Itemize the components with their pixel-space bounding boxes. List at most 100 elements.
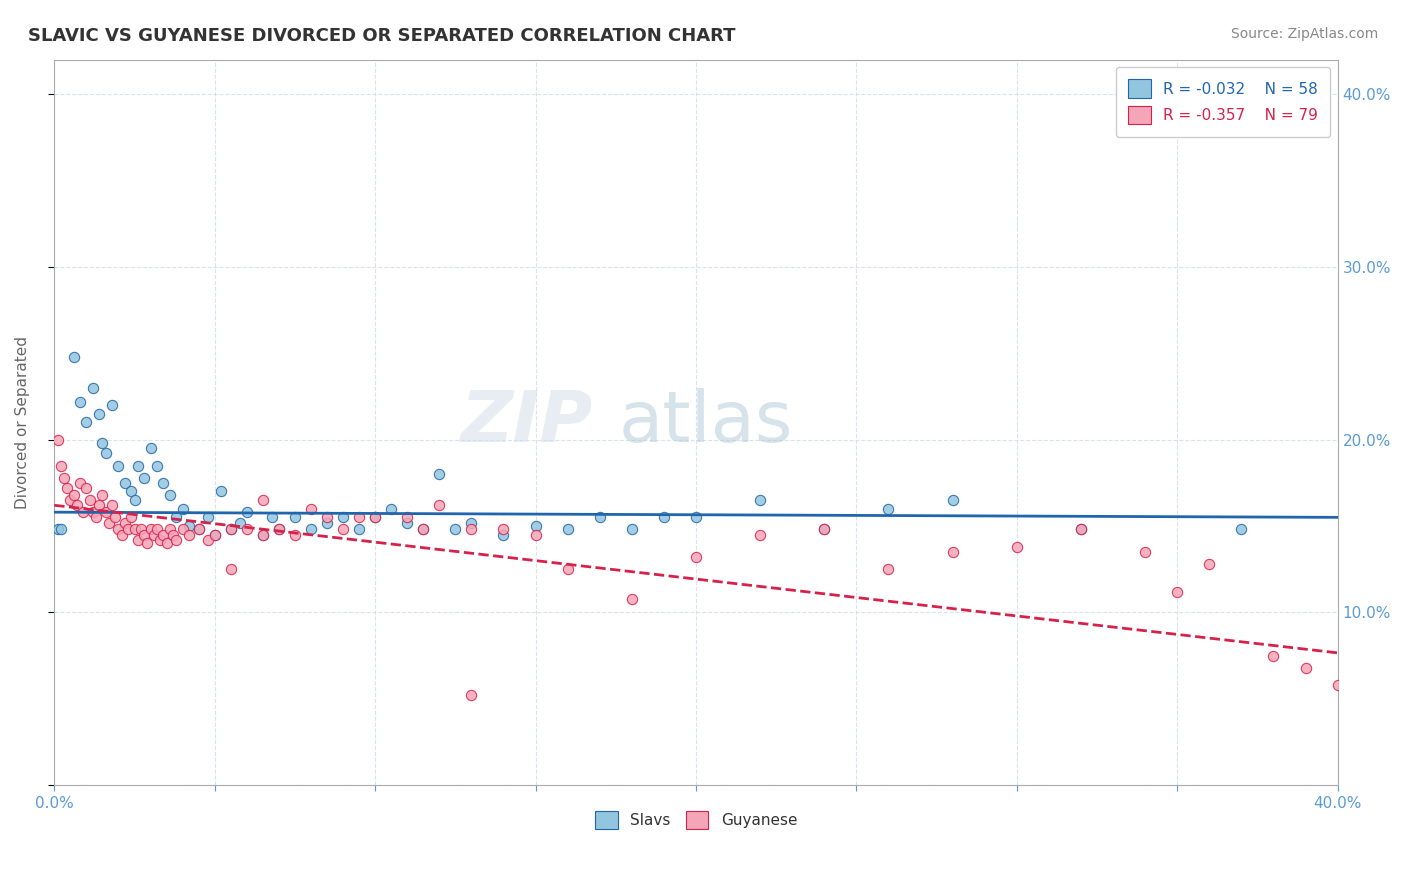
Point [1070,523,1092,537]
Point [187,523,209,537]
Point [91,436,114,450]
Point [66,498,89,512]
Point [134,470,156,484]
Point [104,510,127,524]
Point [1295,660,1317,674]
Point [396,510,419,524]
Point [120,484,142,499]
Point [262,510,284,524]
Point [1166,584,1188,599]
Point [155,536,177,550]
Point [142,527,165,541]
Text: SLAVIC VS GUYANESE DIVORCED OR SEPARATED CORRELATION CHART: SLAVIC VS GUYANESE DIVORCED OR SEPARATED… [28,27,735,45]
Point [267,523,290,537]
Point [1070,523,1092,537]
Point [139,442,162,456]
Point [204,527,226,541]
Point [134,527,156,541]
Point [127,458,149,473]
Point [685,550,707,565]
Point [1133,545,1156,559]
Point [877,562,900,576]
Point [146,458,169,473]
Point [127,533,149,547]
Point [62,488,84,502]
Point [82,505,104,519]
Point [749,493,772,508]
Point [492,527,515,541]
Point [685,510,707,524]
Point [1263,648,1285,663]
Point [524,527,547,541]
Point [69,475,91,490]
Point [1391,695,1406,709]
Point [332,523,354,537]
Point [124,523,146,537]
Point [177,519,200,533]
Point [136,536,159,550]
Legend: Slavs, Guyanese: Slavs, Guyanese [589,805,803,836]
Point [620,591,643,606]
Point [284,527,307,541]
Point [229,516,252,530]
Point [114,516,136,530]
Point [97,516,120,530]
Point [204,527,226,541]
Point [79,493,101,508]
Point [59,493,82,508]
Point [124,493,146,508]
Point [316,516,339,530]
Point [364,510,387,524]
Point [69,394,91,409]
Point [252,527,274,541]
Point [1198,557,1220,571]
Point [172,501,194,516]
Point [380,501,402,516]
Point [107,523,129,537]
Point [877,501,900,516]
Point [332,510,354,524]
Point [117,523,139,537]
Point [101,398,124,412]
Point [252,527,274,541]
Point [364,510,387,524]
Point [114,475,136,490]
Text: atlas: atlas [619,388,793,457]
Point [813,523,835,537]
Point [219,523,242,537]
Point [252,493,274,508]
Point [444,523,467,537]
Point [159,488,181,502]
Point [89,498,111,512]
Text: ZIP: ZIP [461,388,593,457]
Point [52,470,75,484]
Point [101,498,124,512]
Point [139,523,162,537]
Point [152,527,174,541]
Point [146,523,169,537]
Point [316,510,339,524]
Point [82,381,104,395]
Point [1326,678,1348,692]
Point [46,433,69,447]
Point [942,493,965,508]
Point [412,523,434,537]
Point [72,505,94,519]
Point [111,527,134,541]
Point [396,516,419,530]
Point [56,481,79,495]
Point [236,523,259,537]
Point [75,481,97,495]
Point [197,510,219,524]
Point [172,523,194,537]
Point [347,510,370,524]
Point [299,523,322,537]
Point [120,510,142,524]
Point [427,498,450,512]
Point [94,505,117,519]
Point [813,523,835,537]
Point [62,350,84,364]
Y-axis label: Divorced or Separated: Divorced or Separated [15,336,30,508]
Point [84,510,107,524]
Point [299,501,322,516]
